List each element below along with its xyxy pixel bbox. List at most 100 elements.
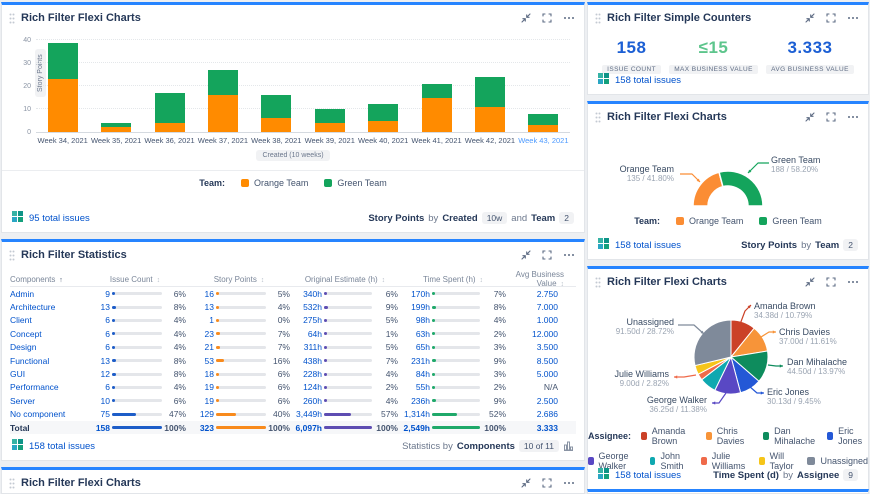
component-link[interactable]: Server (10, 396, 82, 406)
stat-value-link[interactable]: 18 (188, 369, 214, 379)
stat-value-link[interactable]: 64h (292, 329, 322, 339)
avg-business-value[interactable]: 1.000 (508, 315, 568, 325)
component-link[interactable]: No component (10, 409, 82, 419)
expand-icon[interactable] (542, 13, 552, 23)
counter-value[interactable]: 3.333 (766, 38, 854, 58)
stat-value-link[interactable]: 16 (188, 289, 214, 299)
bar-segment-orange-team[interactable] (155, 123, 185, 132)
expand-icon[interactable] (826, 277, 836, 287)
legend-item-green-team[interactable]: Green Team (324, 178, 386, 188)
bar-segment-orange-team[interactable] (261, 118, 291, 132)
stat-value-link[interactable]: 9 (84, 289, 110, 299)
component-link[interactable]: Functional (10, 356, 82, 366)
stat-value-link[interactable]: 84h (400, 369, 430, 379)
chart-view-toggle-icon[interactable] (563, 441, 574, 451)
stat-value-link[interactable]: 19 (188, 382, 214, 392)
stat-value-link[interactable]: 199h (400, 302, 430, 312)
stat-value-link[interactable]: 10 (84, 396, 110, 406)
bar-segment-orange-team[interactable] (475, 107, 505, 132)
stacked-bar[interactable] (475, 77, 505, 132)
expand-icon[interactable] (826, 13, 836, 23)
collapse-icon[interactable] (805, 277, 815, 287)
stat-value-link[interactable]: 124h (292, 382, 322, 392)
total-issues-link[interactable]: 158 total issues (598, 238, 681, 252)
collapse-icon[interactable] (805, 13, 815, 23)
collapse-icon[interactable] (521, 13, 531, 23)
legend-item-green-team[interactable]: Green Team (759, 216, 821, 226)
stat-value-link[interactable]: 13 (188, 302, 214, 312)
drag-handle-icon[interactable] (595, 277, 601, 288)
donut-slice-green-team[interactable] (719, 171, 763, 206)
drag-handle-icon[interactable] (9, 478, 15, 489)
stat-value-link[interactable]: 340h (292, 289, 322, 299)
bar-segment-green-team[interactable] (475, 77, 505, 107)
stacked-bar[interactable] (422, 84, 452, 132)
stat-value-link[interactable]: 438h (292, 356, 322, 366)
bar-segment-green-team[interactable] (155, 93, 185, 123)
stat-value-link[interactable]: 12 (84, 369, 110, 379)
stacked-bar[interactable] (261, 95, 291, 132)
bar-segment-orange-team[interactable] (208, 95, 238, 132)
stacked-bar[interactable] (101, 123, 131, 132)
stat-value-link[interactable]: 75 (84, 409, 110, 419)
more-menu-icon[interactable] (563, 478, 575, 488)
counter-value[interactable]: 158 (602, 38, 661, 58)
total-issues-link[interactable]: 158 total issues (598, 73, 681, 87)
stat-value-link[interactable]: 6 (84, 315, 110, 325)
column-header-story-points[interactable]: Story Points ↕ (188, 275, 290, 284)
stat-value-link[interactable]: 55h (400, 382, 430, 392)
column-header-issue-count[interactable]: Issue Count ↕ (84, 275, 186, 284)
avg-business-value[interactable]: 2.750 (508, 289, 568, 299)
collapse-icon[interactable] (521, 478, 531, 488)
total-issues-link[interactable]: 95 total issues (12, 211, 90, 225)
legend-item-orange-team[interactable]: Orange Team (676, 216, 743, 226)
expand-icon[interactable] (542, 478, 552, 488)
stat-value-link[interactable]: 1,314h (400, 409, 430, 419)
component-link[interactable]: Concept (10, 329, 82, 339)
stat-value-link[interactable]: 129 (188, 409, 214, 419)
column-header-avg-business-value[interactable]: Avg Business Value ↕ (508, 270, 568, 288)
column-header-components[interactable]: Components ↑ (10, 275, 82, 284)
legend-item-chris-davies[interactable]: Chris Davies (706, 426, 753, 446)
collapse-icon[interactable] (805, 112, 815, 122)
stat-value-link[interactable]: 236h (400, 396, 430, 406)
x-tick-label[interactable]: Week 43, 2021 (517, 136, 570, 145)
stat-value-link[interactable]: 63h (400, 329, 430, 339)
component-link[interactable]: Admin (10, 289, 82, 299)
bar-segment-green-team[interactable] (528, 114, 558, 126)
column-header-original-estimate-h-[interactable]: Original Estimate (h) ↕ (292, 275, 398, 284)
legend-item-eric-jones[interactable]: Eric Jones (827, 426, 868, 446)
avg-business-value[interactable]: 3.500 (508, 342, 568, 352)
stacked-bar[interactable] (315, 109, 345, 132)
stacked-bar[interactable] (528, 114, 558, 132)
avg-business-value[interactable]: 2.500 (508, 396, 568, 406)
bar-segment-orange-team[interactable] (101, 127, 131, 132)
stat-value-link[interactable]: 231h (400, 356, 430, 366)
column-header-time-spent-h-[interactable]: Time Spent (h) ↕ (400, 275, 506, 284)
stat-value-link[interactable]: 6,097h (292, 423, 322, 433)
drag-handle-icon[interactable] (595, 13, 601, 24)
stat-value-link[interactable]: 23 (188, 329, 214, 339)
component-link[interactable]: Performance (10, 382, 82, 392)
expand-icon[interactable] (826, 112, 836, 122)
legend-item-orange-team[interactable]: Orange Team (241, 178, 308, 188)
drag-handle-icon[interactable] (9, 13, 15, 24)
stat-value-link[interactable]: 19 (188, 396, 214, 406)
bar-segment-orange-team[interactable] (422, 98, 452, 133)
stat-value-link[interactable]: 158 (84, 423, 110, 433)
stat-value-link[interactable]: 260h (292, 396, 322, 406)
stat-value-link[interactable]: 3,449h (292, 409, 322, 419)
stat-value-link[interactable]: 6 (84, 382, 110, 392)
component-link[interactable]: GUI (10, 369, 82, 379)
more-menu-icon[interactable] (847, 112, 859, 122)
bar-segment-green-team[interactable] (368, 104, 398, 120)
stat-value-link[interactable]: 228h (292, 369, 322, 379)
stat-value-link[interactable]: 275h (292, 315, 322, 325)
legend-item-amanda-brown[interactable]: Amanda Brown (641, 426, 696, 446)
drag-handle-icon[interactable] (595, 112, 601, 123)
legend-item-dan-mihalache[interactable]: Dan Mihalache (763, 426, 817, 446)
total-issues-link[interactable]: 158 total issues (598, 468, 681, 482)
bar-segment-orange-team[interactable] (315, 123, 345, 132)
avg-business-value[interactable]: 12.000 (508, 329, 568, 339)
bar-segment-green-team[interactable] (208, 70, 238, 95)
